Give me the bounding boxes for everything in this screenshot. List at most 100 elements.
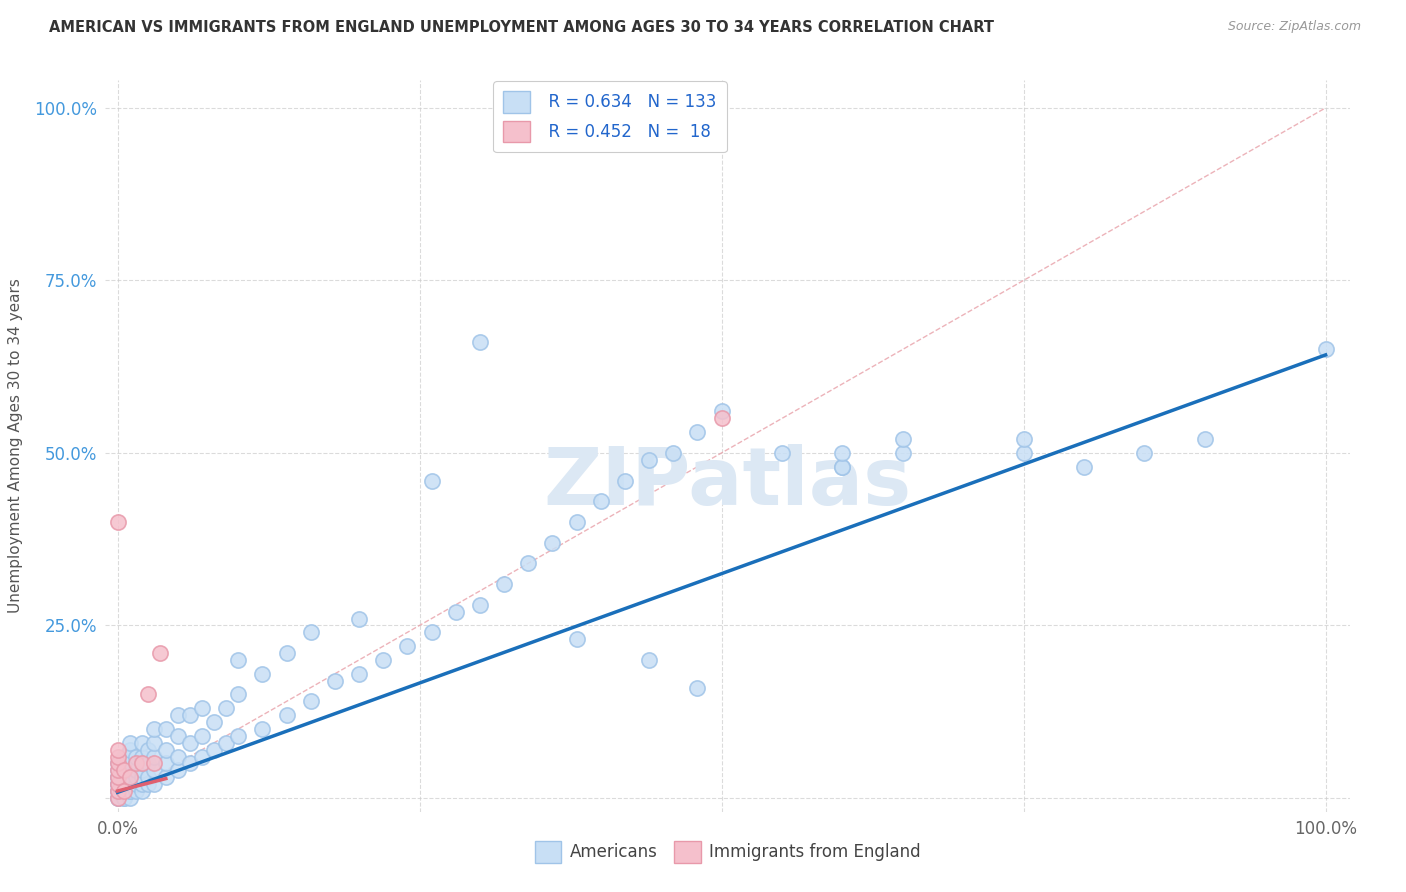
- Point: [276, 646, 298, 660]
- Point: [142, 756, 165, 771]
- Point: [107, 784, 129, 798]
- Point: [215, 736, 238, 750]
- Legend: Americans, Immigrants from England: Americans, Immigrants from England: [527, 835, 928, 869]
- Point: [252, 666, 274, 681]
- Point: [1194, 432, 1216, 446]
- Point: [155, 756, 177, 771]
- Point: [124, 764, 146, 778]
- Point: [131, 770, 153, 784]
- Point: [136, 742, 159, 756]
- Point: [710, 411, 733, 425]
- Point: [142, 777, 165, 791]
- Point: [112, 791, 135, 805]
- Point: [118, 777, 141, 791]
- Point: [179, 708, 201, 723]
- Text: Source: ZipAtlas.com: Source: ZipAtlas.com: [1227, 20, 1361, 33]
- Point: [202, 714, 225, 729]
- Point: [112, 777, 135, 791]
- Point: [124, 784, 146, 798]
- Point: [112, 749, 135, 764]
- Point: [541, 535, 564, 549]
- Point: [107, 777, 129, 791]
- Point: [167, 708, 190, 723]
- Point: [891, 446, 914, 460]
- Point: [831, 459, 853, 474]
- Point: [468, 598, 491, 612]
- Point: [1012, 432, 1035, 446]
- Point: [613, 474, 636, 488]
- Point: [444, 605, 467, 619]
- Point: [347, 666, 370, 681]
- Point: [638, 653, 661, 667]
- Y-axis label: Unemployment Among Ages 30 to 34 years: Unemployment Among Ages 30 to 34 years: [8, 278, 22, 614]
- Point: [155, 770, 177, 784]
- Point: [118, 770, 141, 784]
- Point: [136, 687, 159, 701]
- Point: [686, 681, 709, 695]
- Point: [136, 777, 159, 791]
- Point: [142, 764, 165, 778]
- Point: [1012, 446, 1035, 460]
- Point: [112, 784, 135, 798]
- Point: [107, 791, 129, 805]
- Point: [124, 756, 146, 771]
- Point: [215, 701, 238, 715]
- Point: [107, 764, 129, 778]
- Point: [112, 764, 135, 778]
- Point: [191, 701, 214, 715]
- Point: [420, 625, 443, 640]
- Point: [191, 729, 214, 743]
- Point: [118, 791, 141, 805]
- Point: [107, 777, 129, 791]
- Point: [107, 515, 129, 529]
- Point: [323, 673, 346, 688]
- Point: [118, 736, 141, 750]
- Point: [107, 784, 129, 798]
- Point: [118, 756, 141, 771]
- Point: [112, 756, 135, 771]
- Point: [107, 756, 129, 771]
- Point: [179, 736, 201, 750]
- Point: [1315, 343, 1337, 357]
- Point: [131, 756, 153, 771]
- Point: [228, 729, 250, 743]
- Point: [1073, 459, 1095, 474]
- Point: [131, 784, 153, 798]
- Point: [589, 494, 612, 508]
- Point: [494, 577, 516, 591]
- Point: [112, 784, 135, 798]
- Point: [565, 632, 588, 647]
- Point: [396, 639, 419, 653]
- Point: [420, 474, 443, 488]
- Point: [299, 625, 322, 640]
- Point: [191, 749, 214, 764]
- Point: [565, 515, 588, 529]
- Point: [131, 756, 153, 771]
- Point: [112, 777, 135, 791]
- Point: [517, 557, 540, 571]
- Point: [149, 646, 172, 660]
- Point: [107, 749, 129, 764]
- Text: ZIPatlas: ZIPatlas: [544, 443, 911, 522]
- Point: [891, 432, 914, 446]
- Point: [118, 764, 141, 778]
- Point: [131, 764, 153, 778]
- Point: [124, 749, 146, 764]
- Point: [167, 764, 190, 778]
- Point: [142, 749, 165, 764]
- Point: [142, 722, 165, 736]
- Point: [155, 742, 177, 756]
- Point: [1133, 446, 1156, 460]
- Point: [167, 749, 190, 764]
- Point: [124, 777, 146, 791]
- Point: [112, 770, 135, 784]
- Point: [468, 335, 491, 350]
- Point: [131, 777, 153, 791]
- Point: [118, 784, 141, 798]
- Point: [831, 446, 853, 460]
- Point: [124, 770, 146, 784]
- Point: [124, 756, 146, 771]
- Point: [252, 722, 274, 736]
- Point: [107, 784, 129, 798]
- Point: [131, 749, 153, 764]
